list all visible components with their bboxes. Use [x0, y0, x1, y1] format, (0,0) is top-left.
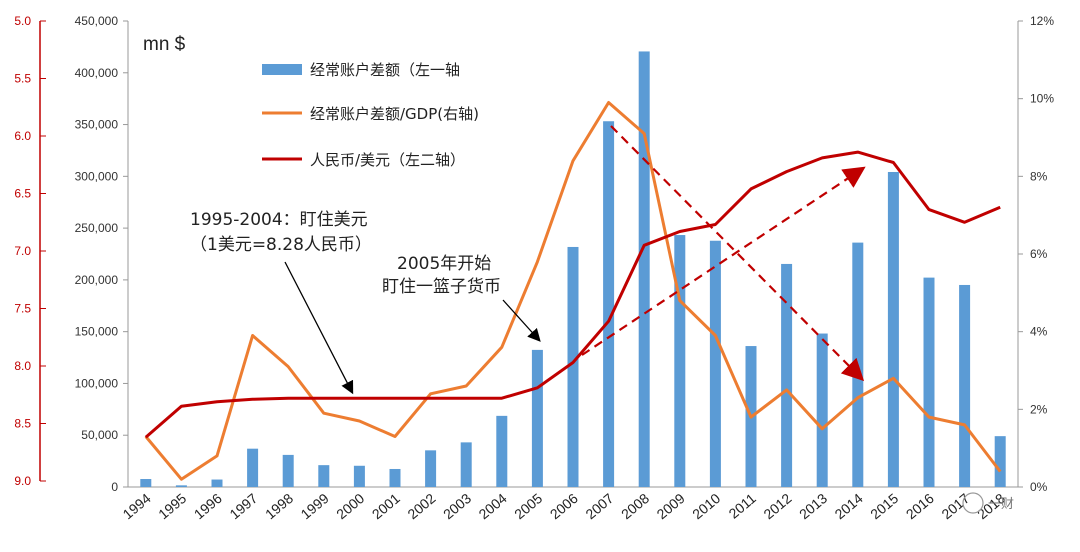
x-tick-label: 2011 — [726, 490, 760, 522]
ca-gdp-line — [144, 101, 1002, 481]
x-tick-label: 2005 — [511, 490, 545, 522]
x-tick-label: 1996 — [191, 490, 225, 522]
bar-2018 — [994, 436, 1006, 487]
x-tick-label: 2000 — [333, 490, 367, 522]
bar-2015 — [887, 171, 899, 487]
bar-2009 — [674, 235, 686, 487]
right-tick-label: 12% — [1030, 14, 1054, 28]
left1-tick-label: 250,000 — [75, 221, 119, 235]
x-axis-ticks: 1994 1995 1996 1997 1998 1999 2000 2001 2002 2003… — [120, 490, 1009, 522]
left2-tick-label: 7.0 — [14, 244, 31, 258]
x-tick-label: 2012 — [760, 490, 794, 522]
x-tick-label: 2015 — [867, 490, 901, 522]
right-tick-label: 2% — [1030, 402, 1048, 416]
bar-2016 — [923, 277, 935, 487]
x-tick-label: 1998 — [262, 490, 296, 522]
legend-bar-swatch — [262, 64, 302, 75]
watermark-text: 一财 — [988, 497, 1014, 512]
bar-1998 — [282, 454, 294, 487]
left2-tick-label: 8.0 — [14, 359, 31, 373]
x-tick-label: 2004 — [476, 490, 510, 522]
left2-tick-label: 6.0 — [14, 129, 31, 143]
annotation-basket-arrow — [502, 299, 541, 342]
watermark: 一财 — [962, 492, 1014, 514]
annotation-peg-arrow — [284, 261, 354, 395]
x-tick-label: 2008 — [618, 490, 652, 522]
bar-2005 — [531, 349, 543, 487]
annotation-basket-line2: 盯住一篮子货币 — [382, 277, 501, 297]
legend: 经常账户差额（左一轴 经常账户差额/GDP(右轴) 人民币/美元（左二轴） — [262, 61, 479, 169]
left2-tick-label: 8.5 — [14, 417, 31, 431]
bar-2013 — [816, 333, 828, 487]
x-tick-label: 2010 — [689, 490, 723, 522]
x-tick-label: 2002 — [404, 490, 438, 522]
bar-2006 — [567, 246, 579, 487]
left2-axis-ticks: 5.0 5.5 6.0 6.5 7.0 7.5 8.0 8.5 9.0 — [14, 14, 46, 488]
x-tick-label: 1999 — [298, 490, 332, 522]
left1-tick-label: 100,000 — [75, 376, 119, 390]
right-tick-label: 10% — [1030, 92, 1054, 106]
x-tick-label: 1995 — [155, 490, 189, 522]
right-tick-label: 4% — [1030, 325, 1048, 339]
legend-orange-label: 经常账户差额/GDP(右轴) — [310, 105, 479, 123]
bar-2003 — [460, 442, 472, 487]
left1-tick-label: 300,000 — [75, 169, 119, 183]
bar-1999 — [318, 465, 330, 487]
unit-label: mn $ — [143, 34, 186, 55]
left1-tick-label: 50,000 — [81, 428, 118, 442]
left1-axis-ticks: 0 50,000 100,000 150,000 200,000 250,000 300,0… — [75, 14, 128, 494]
left1-tick-label: 450,000 — [75, 14, 119, 28]
legend-bar-label: 经常账户差额（左一轴 — [310, 61, 460, 79]
x-tick-label: 2016 — [903, 490, 937, 522]
bar-2014 — [852, 242, 864, 487]
bar-2010 — [709, 240, 721, 487]
x-tick-label: 2009 — [654, 490, 688, 522]
bar-1994 — [140, 479, 152, 487]
left2-tick-label: 5.5 — [14, 72, 31, 86]
bar-2007 — [603, 121, 615, 488]
legend-red-label: 人民币/美元（左二轴） — [310, 151, 465, 169]
bar-1995 — [175, 485, 187, 487]
left2-tick-label: 7.5 — [14, 302, 31, 316]
bar-2008 — [638, 51, 650, 487]
bar-2012 — [781, 263, 793, 487]
bar-1996 — [211, 479, 223, 487]
right-tick-label: 8% — [1030, 169, 1048, 183]
annotation-peg-line2: （1美元=8.28人民币） — [190, 235, 372, 255]
trend-arrow-up — [581, 166, 866, 356]
left1-tick-label: 150,000 — [75, 325, 119, 339]
rmb-usd-line — [144, 150, 1001, 439]
bar-series — [140, 51, 1006, 488]
watermark-icon — [962, 492, 984, 514]
bar-2017 — [959, 284, 971, 487]
x-tick-label: 2003 — [440, 490, 474, 522]
x-tick-label: 2001 — [369, 490, 403, 522]
x-tick-label: 2006 — [547, 490, 581, 522]
bar-1997 — [247, 448, 259, 487]
x-tick-label: 2014 — [832, 490, 866, 522]
annotation-basket-line1: 2005年开始 — [397, 254, 491, 274]
x-tick-label: 2007 — [582, 490, 616, 522]
left2-tick-label: 9.0 — [14, 474, 31, 488]
bar-2000 — [353, 465, 365, 487]
left1-tick-label: 200,000 — [75, 273, 119, 287]
left2-tick-label: 5.0 — [14, 14, 31, 28]
right-tick-label: 0% — [1030, 480, 1048, 494]
line-series — [144, 101, 1002, 481]
bar-2002 — [425, 450, 437, 487]
annotation-peg-line1: 1995-2004：盯住美元 — [190, 210, 368, 230]
x-tick-label: 1994 — [120, 490, 154, 522]
x-tick-label: 1997 — [226, 490, 260, 522]
left1-tick-label: 350,000 — [75, 118, 119, 132]
left1-tick-label: 0 — [111, 480, 118, 494]
left2-tick-label: 6.5 — [14, 187, 31, 201]
right-tick-label: 6% — [1030, 247, 1048, 261]
right-axis-ticks: 0% 2% 4% 6% 8% 10% 12% — [1018, 14, 1054, 494]
x-tick-label: 2013 — [796, 490, 830, 522]
bar-2001 — [389, 468, 401, 487]
bar-2004 — [496, 415, 508, 487]
left1-tick-label: 400,000 — [75, 66, 119, 80]
